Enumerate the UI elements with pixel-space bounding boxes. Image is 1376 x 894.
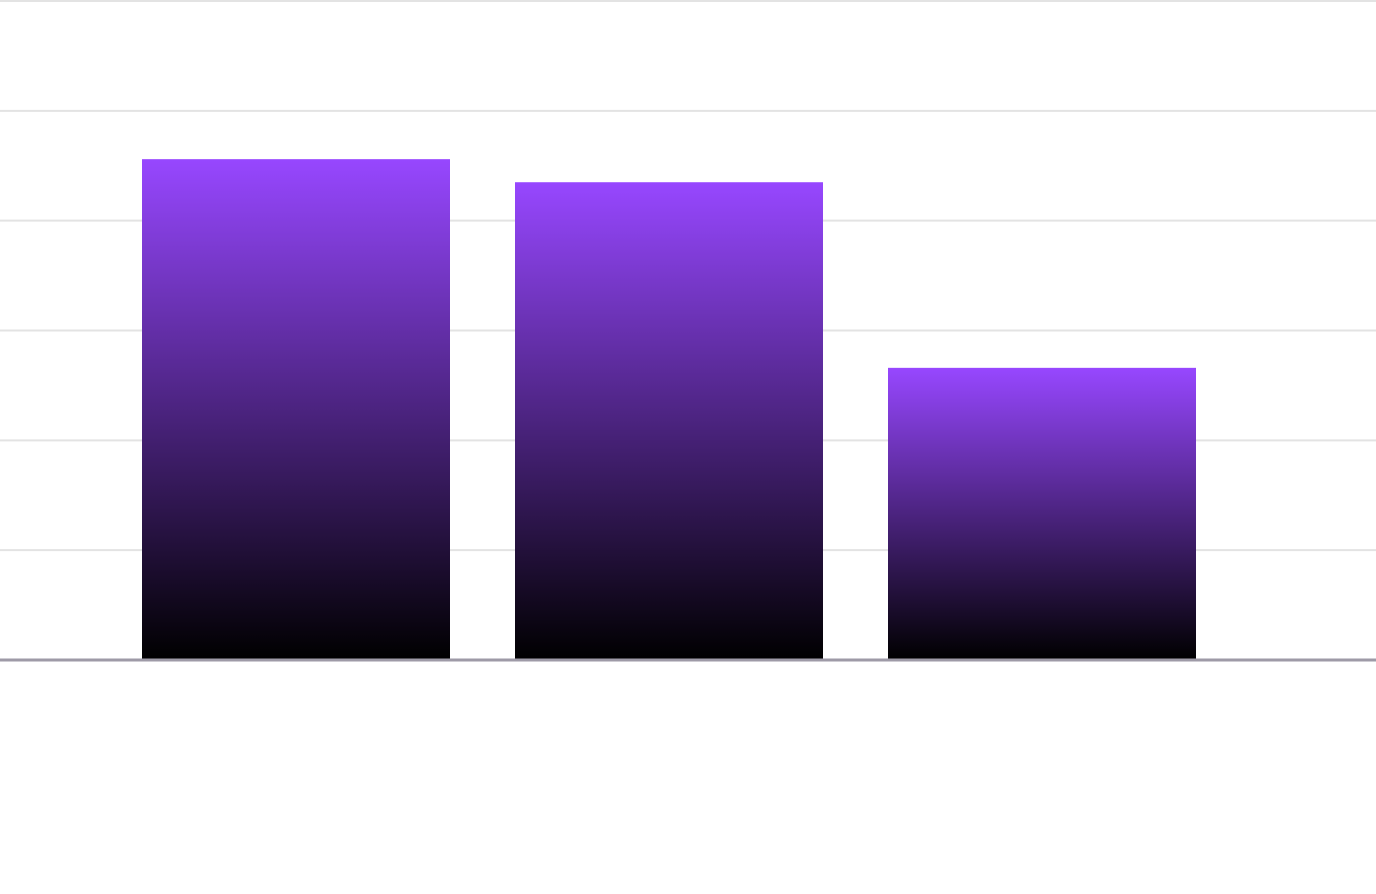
bar [142,159,450,660]
bar [888,367,1196,660]
bar [515,182,823,660]
